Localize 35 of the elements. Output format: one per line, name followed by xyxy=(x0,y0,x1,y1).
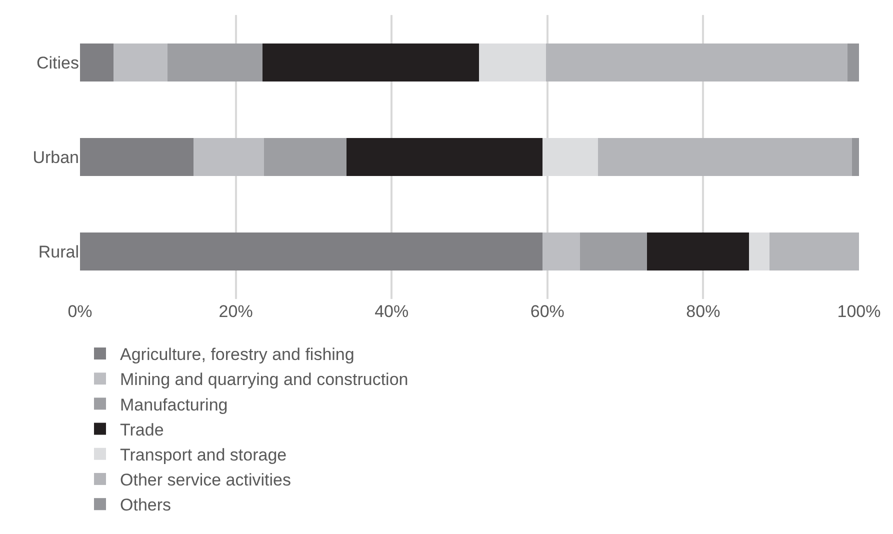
x-tick-label: 100% xyxy=(837,302,881,321)
x-tick-label: 20% xyxy=(218,302,253,321)
legend-label: Agriculture, forestry and fishing xyxy=(120,345,354,364)
x-tick-label: 0% xyxy=(68,302,92,321)
bar xyxy=(580,232,648,271)
legend-label: Transport and storage xyxy=(120,446,287,464)
x-tick-label: 80% xyxy=(686,302,720,321)
bar xyxy=(80,232,543,271)
legend-label: Manufacturing xyxy=(120,395,228,414)
y-tick-label: Urban xyxy=(32,148,79,167)
bar xyxy=(769,232,859,271)
bar xyxy=(346,138,543,176)
bar xyxy=(167,43,262,82)
y-tick-label: Rural xyxy=(38,242,79,262)
x-tick-label: 40% xyxy=(374,302,409,321)
bar xyxy=(598,138,852,176)
x-tick-label: 60% xyxy=(530,302,564,321)
bar xyxy=(262,43,479,82)
bar xyxy=(546,43,848,82)
bar xyxy=(847,43,859,82)
y-tick-label: Cities xyxy=(36,53,79,72)
bar xyxy=(194,138,264,176)
bar xyxy=(114,43,168,82)
bar xyxy=(264,138,346,176)
bar xyxy=(478,43,546,82)
bar xyxy=(647,232,750,271)
bar xyxy=(852,138,859,176)
bar xyxy=(749,232,770,271)
legend-label: Other service activities xyxy=(120,470,291,490)
legend-label: Others xyxy=(120,496,172,515)
bar xyxy=(80,138,194,176)
legend-label: Mining and quarrying and construction xyxy=(120,370,408,390)
legend-label: Trade xyxy=(120,420,164,440)
bar xyxy=(542,232,580,271)
bar xyxy=(80,43,114,82)
